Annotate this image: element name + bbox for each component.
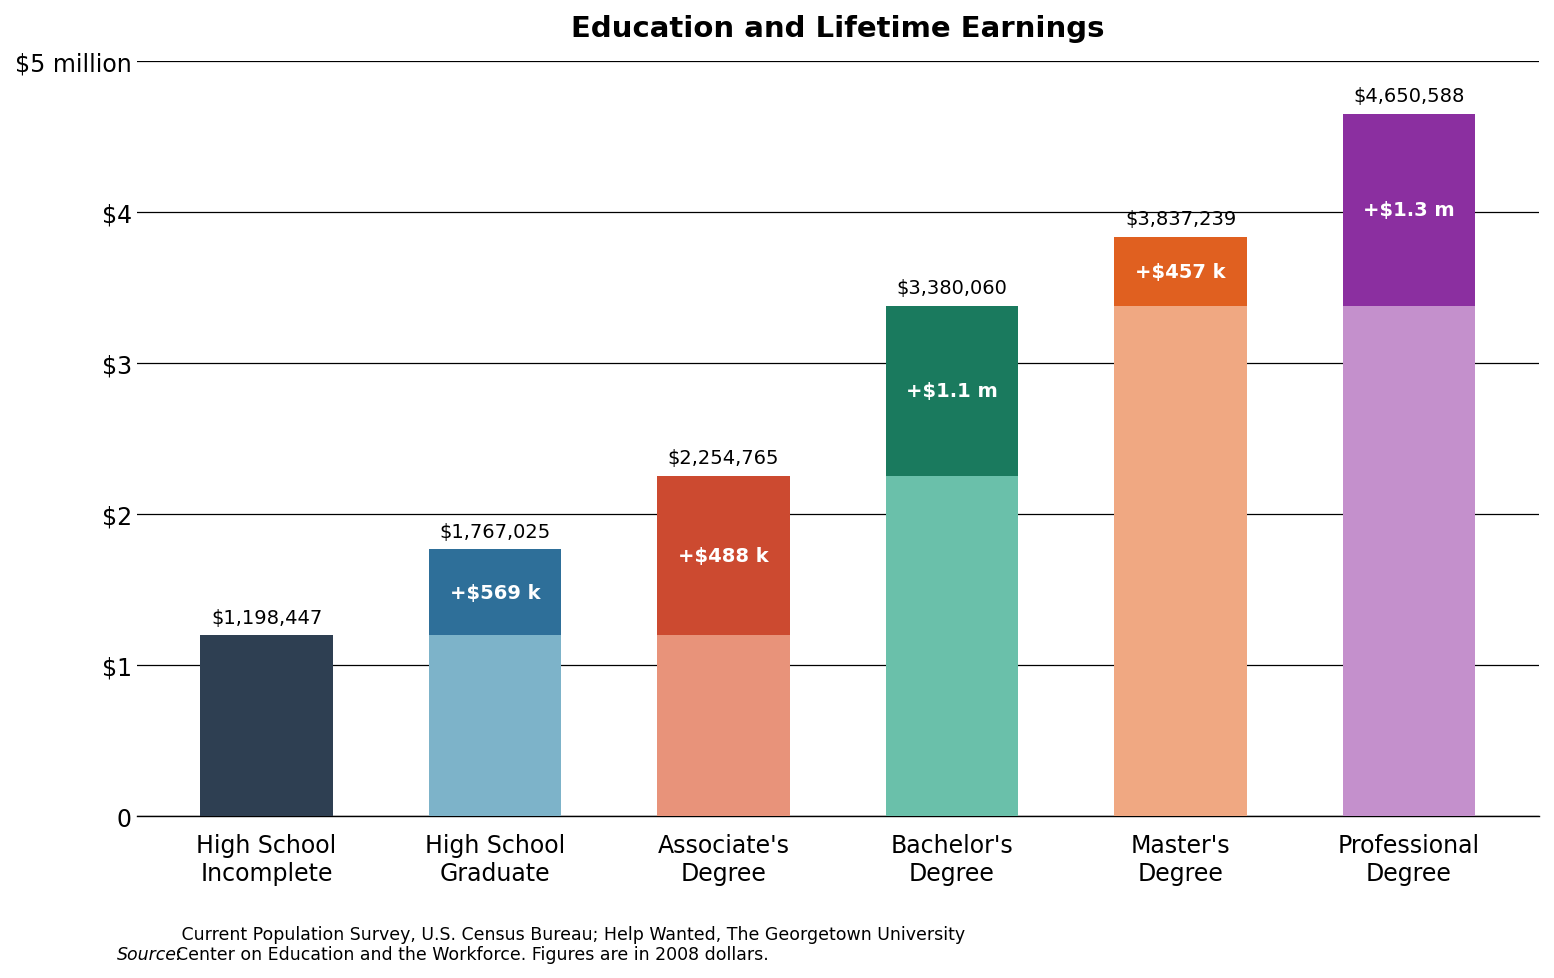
Bar — [886, 306, 1018, 476]
Bar — [657, 476, 789, 636]
Text: +$488 k: +$488 k — [678, 547, 769, 565]
Bar — [429, 636, 561, 817]
Text: Source:: Source: — [117, 946, 182, 963]
Bar — [200, 636, 333, 817]
Bar — [1114, 306, 1246, 817]
Text: $3,837,239: $3,837,239 — [1125, 210, 1235, 229]
Text: $4,650,588: $4,650,588 — [1354, 87, 1465, 107]
Bar — [429, 550, 561, 636]
Bar — [1343, 306, 1475, 817]
Text: Current Population Survey, U.S. Census Bureau; Help Wanted, The Georgetown Unive: Current Population Survey, U.S. Census B… — [176, 924, 965, 963]
Text: $1,198,447: $1,198,447 — [211, 608, 322, 627]
Text: +$569 k: +$569 k — [449, 583, 541, 602]
Text: +$457 k: +$457 k — [1136, 262, 1226, 282]
Bar — [1114, 238, 1246, 306]
Text: +$1.1 m: +$1.1 m — [906, 381, 998, 401]
Text: $3,380,060: $3,380,060 — [897, 279, 1007, 298]
Title: Education and Lifetime Earnings: Education and Lifetime Earnings — [570, 15, 1105, 43]
Text: $1,767,025: $1,767,025 — [440, 522, 550, 542]
Bar — [886, 476, 1018, 817]
Text: $2,254,765: $2,254,765 — [668, 449, 779, 467]
Bar — [657, 636, 789, 817]
Bar — [1343, 114, 1475, 306]
Text: +$1.3 m: +$1.3 m — [1363, 201, 1455, 220]
